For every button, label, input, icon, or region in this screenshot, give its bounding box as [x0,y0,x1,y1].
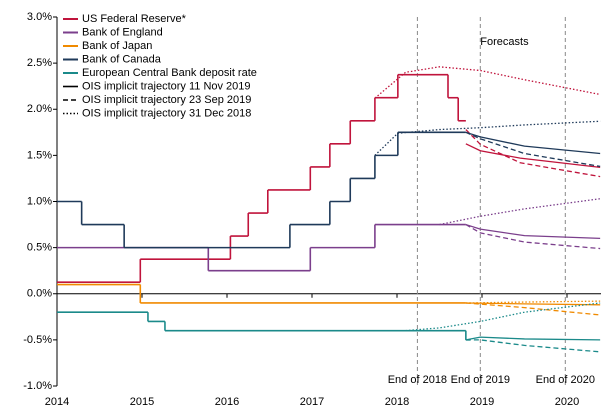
forecast-line [465,336,601,341]
y-tick-label: 3.0% [27,11,52,23]
legend-label: OIS implicit trajectory 11 Nov 2019 [82,80,251,92]
x-tick-label: 2017 [300,396,324,408]
legend-label: Bank of Canada [82,53,162,65]
legend-label: European Central Bank deposit rate [82,67,257,79]
forecast-line [465,223,601,240]
forecast-line [465,300,601,304]
forecast-line [465,131,601,155]
legend: US Federal Reserve*Bank of England Bank o… [63,13,257,119]
forecast-line [465,131,601,168]
annotation: End of 2018 [388,374,447,386]
forecast-line [465,339,601,353]
forecast-line [465,302,601,316]
x-tick-label: 2015 [130,396,154,408]
legend-label: OIS implicit trajectory 31 Dec 2018 [82,107,251,119]
annotation: End of 2019 [451,374,510,386]
forecast-line [465,302,601,306]
x-tick-label: 2019 [470,396,494,408]
legend-label: Bank of Japan [82,40,152,52]
y-tick-label: 1.5% [27,149,52,161]
legend-label: OIS implicit trajectory 23 Sep 2019 [82,94,251,106]
y-tick-label: 2.0% [27,103,52,115]
x-tick-label: 2014 [45,396,69,408]
annotation: End of 2020 [536,374,595,386]
x-tick-label: 2016 [215,396,239,408]
forecast-line [465,129,601,178]
x-tick-label: 2020 [555,396,579,408]
forecast-line [465,223,601,250]
legend-label: US Federal Reserve* [82,13,187,25]
y-tick-label: 0.0% [27,288,52,300]
legend-label: Bank of England [82,26,163,38]
x-tick-label: 2018 [385,396,409,408]
annotation: Forecasts [480,36,529,48]
forecast-line [439,198,601,226]
y-tick-label: 0.5% [27,242,52,254]
forecast-line [405,302,601,332]
y-tick-label: 1.0% [27,195,52,207]
y-tick-label: -0.5% [23,334,52,346]
forecast-line [374,66,601,99]
forecast-line [465,143,601,169]
y-tick-label: 2.5% [27,57,52,69]
y-tick-label: -1.0% [23,380,52,392]
